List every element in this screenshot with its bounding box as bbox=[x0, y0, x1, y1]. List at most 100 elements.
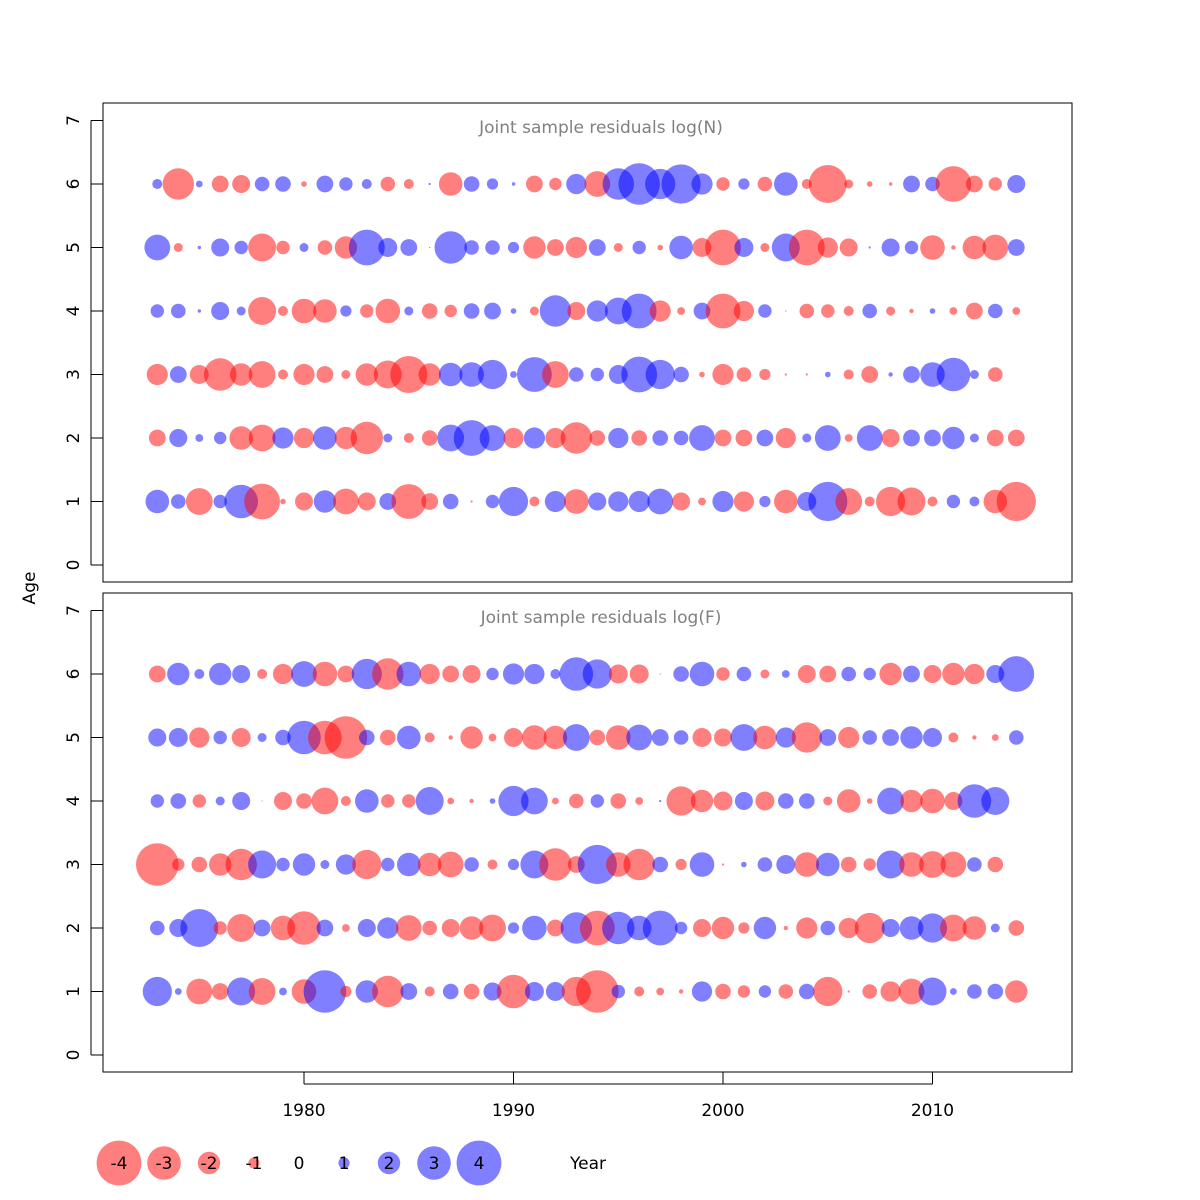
bubble-age5-1975 bbox=[197, 245, 201, 250]
x-tick-label: 1980 bbox=[282, 1101, 325, 1121]
bubble-age1-1977 bbox=[227, 977, 256, 1006]
bubble-age3-1977 bbox=[230, 363, 253, 386]
bubble-age1-1993 bbox=[564, 489, 589, 514]
bubble-age4-2012 bbox=[957, 784, 992, 818]
bubble-age4-2003 bbox=[778, 793, 794, 809]
bubble-age4-1975 bbox=[197, 309, 201, 313]
bubble-age2-1974 bbox=[169, 429, 188, 447]
bubble-age2-2014 bbox=[1007, 429, 1025, 447]
bubble-age5-2010 bbox=[923, 728, 942, 747]
bubble-age6-1974 bbox=[167, 662, 190, 686]
bubble-age2-1982 bbox=[334, 426, 358, 450]
bubble-age5-2008 bbox=[882, 729, 899, 746]
bubble-age6-1994 bbox=[584, 171, 611, 197]
panel-top-y-axis: 0 1 2 3 4 5 6 7 bbox=[64, 115, 103, 570]
bubble-age5-2002 bbox=[753, 725, 777, 750]
legend: -4 -3 -2 -1 0 1 2 3 4 bbox=[96, 1140, 502, 1186]
bubble-age4-1976 bbox=[215, 796, 225, 806]
bubble-age5-1980 bbox=[299, 243, 309, 252]
bubble-age3-2007 bbox=[863, 858, 876, 871]
bubble-age1-2001 bbox=[737, 985, 751, 998]
bubble-age4-1982 bbox=[340, 305, 352, 317]
bubble-age4-2001 bbox=[734, 792, 753, 810]
legend-label: 0 bbox=[294, 1154, 305, 1174]
bubble-age3-2011 bbox=[936, 357, 971, 392]
bubble-age3-1981 bbox=[320, 860, 330, 869]
bubble-age4-1987 bbox=[447, 797, 455, 805]
bubble-age5-2000 bbox=[705, 229, 741, 266]
bubble-age3-2013 bbox=[988, 367, 1003, 382]
legend-bubble bbox=[417, 1146, 451, 1180]
bubble-age1-2008 bbox=[876, 486, 906, 517]
bubble-age3-2009 bbox=[903, 366, 920, 383]
bubble-age4-2009 bbox=[909, 308, 914, 314]
bubble-age6-1997 bbox=[659, 673, 661, 675]
bubble-age6-1975 bbox=[195, 180, 203, 188]
bubble-age1-1997 bbox=[647, 488, 674, 515]
y-tick-label: 5 bbox=[64, 242, 84, 253]
bubble-age2-1984 bbox=[383, 433, 393, 443]
bubble-age2-1986 bbox=[422, 920, 438, 936]
bubble-age2-2004 bbox=[802, 433, 812, 443]
bubble-age4-2010 bbox=[929, 308, 936, 314]
bubble-age4-1985 bbox=[402, 794, 416, 808]
bubble-age3-1979 bbox=[278, 369, 288, 380]
bubble-age4-1997 bbox=[659, 799, 662, 803]
bubble-age6-1998 bbox=[661, 164, 701, 204]
bubble-age3-1989 bbox=[487, 859, 498, 870]
bubble-age2-1997 bbox=[642, 910, 678, 946]
bubble-age3-1995 bbox=[606, 852, 631, 877]
bubble-age1-1979 bbox=[280, 498, 286, 505]
bubble-age6-1996 bbox=[629, 664, 649, 684]
bubble-age5-1982 bbox=[324, 716, 368, 759]
bubble-age2-1979 bbox=[272, 427, 294, 449]
bubble-age3-1987 bbox=[438, 362, 463, 387]
bubble-age6-1993 bbox=[566, 173, 587, 195]
bubble-age2-2013 bbox=[990, 923, 1000, 933]
bubble-age1-1988 bbox=[463, 983, 480, 1000]
legend-label: 4 bbox=[474, 1154, 485, 1174]
bubble-age5-1987 bbox=[434, 231, 467, 264]
bubble-age5-2013 bbox=[991, 734, 999, 741]
bubble-age1-1992 bbox=[545, 982, 565, 1001]
bubble-age1-2001 bbox=[733, 491, 755, 512]
bubble-age3-1982 bbox=[341, 370, 351, 379]
bubble-age2-1998 bbox=[673, 430, 689, 446]
bubble-age2-1983 bbox=[350, 421, 383, 455]
bubble-age4-1989 bbox=[489, 798, 496, 804]
bubble-age2-1993 bbox=[560, 422, 592, 454]
x-tick-label: 2010 bbox=[911, 1101, 954, 1121]
bubble-age3-2012 bbox=[969, 370, 979, 379]
bubble-age3-2000 bbox=[721, 863, 725, 866]
bubble-age3-1999 bbox=[699, 371, 705, 378]
bubble-age2-1989 bbox=[479, 425, 506, 451]
panel-bottom-title: Joint sample residuals log(F) bbox=[480, 608, 722, 628]
bubble-age3-2003 bbox=[776, 855, 796, 874]
bubble-age1-1989 bbox=[485, 494, 500, 509]
bubble-age1-2006 bbox=[847, 990, 850, 993]
bubble-age2-1980 bbox=[293, 427, 315, 449]
bubble-age4-1987 bbox=[444, 304, 457, 318]
bubble-age4-1974 bbox=[171, 303, 186, 319]
bubble-age1-1992 bbox=[544, 490, 567, 513]
bubble-age1-1989 bbox=[483, 982, 502, 1001]
bubble-age2-1983 bbox=[357, 919, 376, 937]
bubble-age5-1993 bbox=[562, 724, 590, 751]
bubble-age6-1983 bbox=[361, 179, 372, 189]
bubble-age1-1982 bbox=[333, 488, 359, 515]
y-tick-label: 2 bbox=[64, 433, 84, 444]
bubble-age5-2008 bbox=[881, 238, 900, 257]
bubble-age6-2007 bbox=[866, 181, 873, 187]
bubble-age4-1989 bbox=[484, 302, 501, 320]
y-tick-label: 1 bbox=[64, 986, 84, 997]
bubble-age3-1982 bbox=[335, 854, 356, 875]
bubble-age6-1979 bbox=[272, 663, 294, 685]
bubble-age5-2014 bbox=[1009, 730, 1024, 745]
bubble-age1-1994 bbox=[576, 970, 619, 1013]
bubble-age6-2009 bbox=[903, 175, 920, 193]
bubble-age4-1984 bbox=[381, 794, 395, 808]
bubble-age5-1981 bbox=[317, 240, 333, 255]
bubble-age3-1975 bbox=[191, 856, 208, 873]
legend-label: 3 bbox=[429, 1154, 440, 1174]
bubble-age3-2010 bbox=[919, 851, 946, 878]
